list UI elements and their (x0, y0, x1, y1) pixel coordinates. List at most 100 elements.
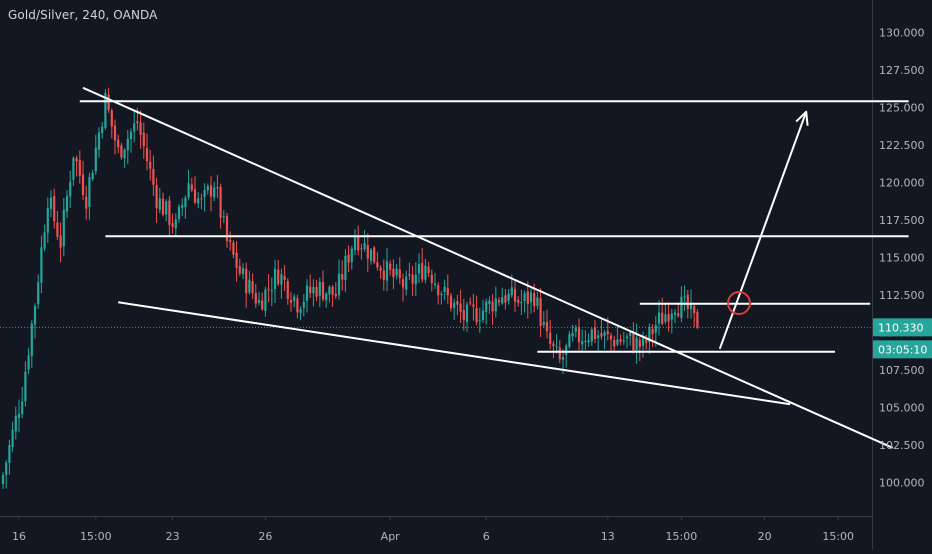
candle-body (245, 268, 248, 294)
candle-body (331, 286, 334, 295)
candle-body (603, 332, 606, 336)
candle-body (622, 340, 625, 342)
candle-body (136, 121, 139, 124)
candle-body (104, 92, 107, 129)
candle-body (334, 294, 337, 297)
breakout-circle (727, 291, 751, 316)
countdown-label: 03:05:10 (878, 343, 927, 356)
x-tick-label: 15:00 (666, 530, 698, 543)
candle-body (453, 302, 456, 308)
candle-body (72, 157, 75, 180)
candle-body (171, 223, 174, 227)
candle-body (581, 341, 584, 345)
candle-body (203, 189, 206, 198)
candle-body (328, 286, 331, 295)
candle-body (363, 242, 366, 249)
candle-body (94, 147, 97, 172)
candle-body (475, 307, 478, 322)
candle-body (405, 276, 408, 290)
candle-body (193, 189, 197, 203)
candle-body (677, 313, 680, 316)
drawings-layer (79, 86, 909, 449)
candle-body (552, 343, 555, 347)
candle-body (686, 294, 689, 309)
candle-body (446, 288, 449, 296)
candle-body (40, 247, 43, 283)
y-tick-label: 105.000 (879, 401, 925, 414)
candle-body (379, 267, 382, 271)
candle-body (264, 289, 267, 312)
candle-body (641, 338, 645, 346)
candle-body (309, 286, 312, 294)
candle-body (174, 219, 177, 229)
candle-body (232, 242, 235, 255)
candle-body (267, 288, 270, 290)
countdown-badge (873, 340, 932, 359)
candle-body (293, 296, 296, 301)
candle-body (657, 312, 661, 324)
candle-body (411, 274, 414, 284)
candle-body (241, 267, 245, 275)
candle-body (664, 314, 667, 322)
candle-body (315, 287, 318, 297)
candle-body (472, 304, 475, 307)
candle-body (325, 293, 328, 301)
candle-body (590, 329, 593, 342)
last-price-label: 110.330 (878, 321, 924, 334)
candle-body (574, 327, 577, 332)
candle-body (251, 281, 254, 294)
candle-body (37, 282, 40, 305)
candle-body (341, 274, 344, 280)
candle-body (437, 285, 440, 296)
candle-body (449, 295, 453, 309)
arrow-shaft (718, 111, 808, 350)
candle-body (158, 198, 161, 210)
candle-body (488, 300, 491, 304)
candle-body (577, 327, 581, 343)
candle-body (526, 291, 529, 304)
candle-body (5, 462, 8, 476)
candle-body (206, 186, 209, 191)
axes-layer (0, 0, 873, 550)
candle-body (145, 148, 149, 162)
candle-body (680, 296, 683, 318)
candle-body (222, 216, 225, 218)
candle-body (283, 275, 286, 281)
candle-body (152, 168, 155, 185)
candle-body (606, 331, 609, 335)
candle-body (520, 302, 523, 304)
candle-body (440, 293, 443, 296)
candle-body (123, 149, 126, 159)
candle-body (139, 122, 142, 135)
candle-body (661, 312, 664, 324)
candle-body (392, 268, 395, 278)
candle-body (33, 305, 37, 325)
candle-body (459, 303, 462, 312)
candle-body (161, 198, 165, 215)
candle-body (632, 332, 635, 351)
candle-body (376, 261, 379, 268)
candle-body (645, 339, 648, 343)
candle-body (561, 356, 565, 360)
candle-body (120, 145, 123, 158)
candle-body (424, 265, 427, 280)
candle-body (27, 355, 30, 370)
candle-body (651, 329, 654, 335)
candle-body (673, 312, 677, 315)
candle-body (142, 132, 145, 147)
x-tick-label: 15:00 (822, 530, 854, 543)
candle-body (350, 248, 353, 263)
candle-body (248, 279, 251, 293)
candle-body (168, 200, 171, 225)
candle-body (46, 208, 49, 233)
candle-body (593, 327, 597, 340)
candle-body (401, 279, 405, 288)
x-tick-label: 23 (166, 530, 180, 543)
x-tick-label: 26 (258, 530, 272, 543)
candle-body (126, 138, 129, 151)
candle-body (347, 254, 350, 263)
candle-body (417, 264, 421, 274)
candle-body (200, 198, 203, 200)
candle-body (273, 268, 277, 290)
